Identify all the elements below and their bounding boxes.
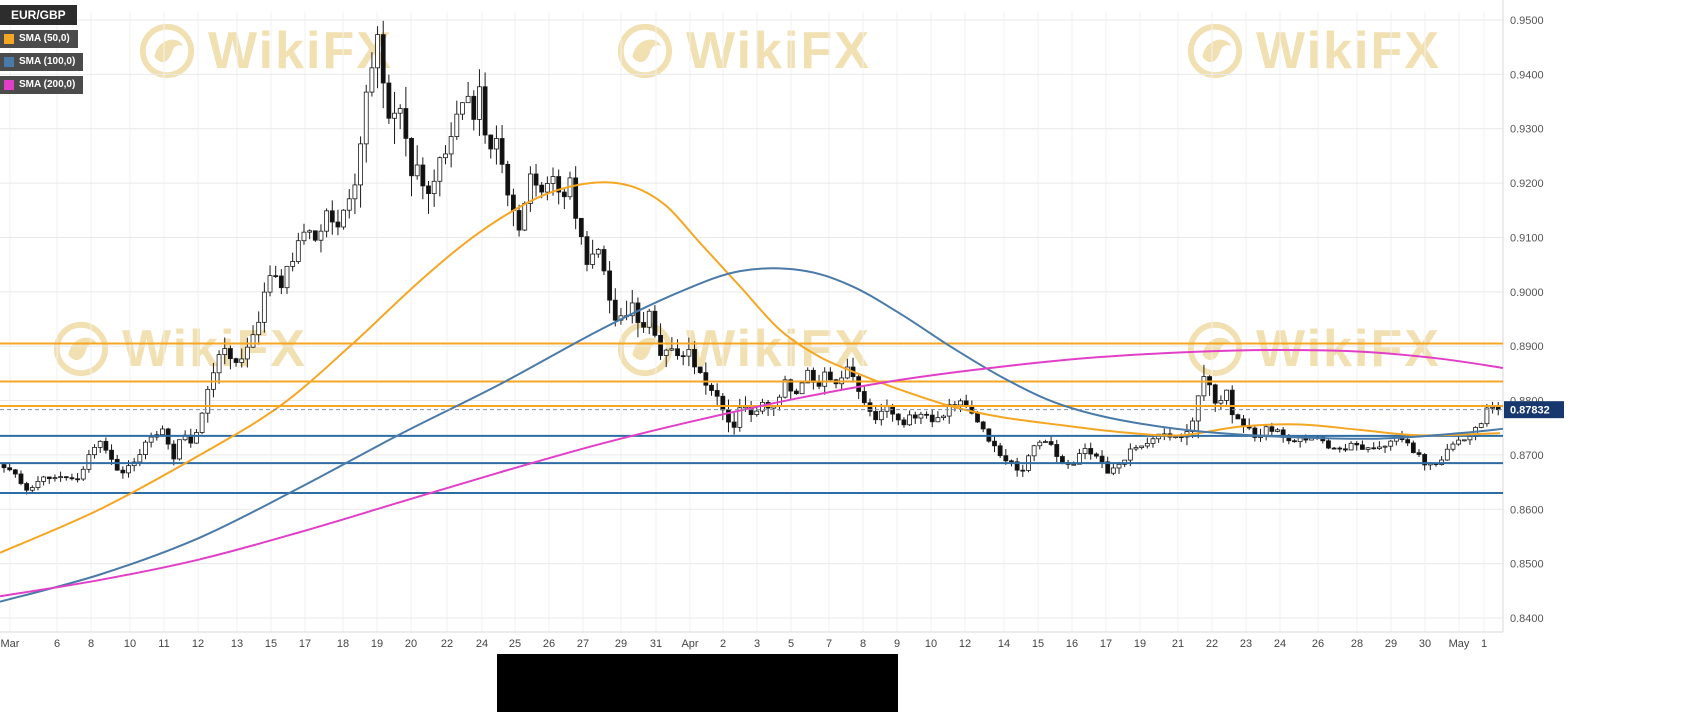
current-price-tag: 0.87832 bbox=[1504, 401, 1564, 419]
svg-text:May: May bbox=[1449, 638, 1470, 650]
legend-sma100-label: SMA (100,0) bbox=[19, 56, 76, 67]
y-axis-labels: 0.9500 0.9400 0.9300 0.9200 0.9100 0.9000 0.89… bbox=[1510, 15, 1544, 625]
wikifx-watermark: WikiFX bbox=[616, 22, 871, 80]
svg-text:0.8600: 0.8600 bbox=[1510, 504, 1544, 516]
sma50-color-chip bbox=[4, 34, 14, 44]
svg-text:22: 22 bbox=[1206, 638, 1218, 650]
svg-text:0.8900: 0.8900 bbox=[1510, 341, 1544, 353]
svg-text:9: 9 bbox=[894, 638, 900, 650]
svg-text:7: 7 bbox=[826, 638, 832, 650]
svg-text:0.9500: 0.9500 bbox=[1510, 15, 1544, 27]
sma100-color-chip bbox=[4, 57, 14, 67]
legend-item-sma200[interactable]: SMA (200,0) bbox=[0, 76, 84, 94]
svg-text:5: 5 bbox=[788, 638, 794, 650]
svg-text:8: 8 bbox=[88, 638, 94, 650]
svg-text:26: 26 bbox=[1312, 638, 1324, 650]
svg-text:3: 3 bbox=[754, 638, 760, 650]
legend-item-sma100[interactable]: SMA (100,0) bbox=[0, 53, 84, 71]
wikifx-watermark-text: WikiFX bbox=[686, 22, 871, 80]
svg-text:30: 30 bbox=[1419, 638, 1431, 650]
legend-sma50-label: SMA (50,0) bbox=[19, 33, 70, 44]
svg-text:19: 19 bbox=[1134, 638, 1146, 650]
svg-text:26: 26 bbox=[543, 638, 555, 650]
svg-text:24: 24 bbox=[476, 638, 488, 650]
svg-text:8: 8 bbox=[860, 638, 866, 650]
svg-text:16: 16 bbox=[1066, 638, 1078, 650]
bottom-black-bar bbox=[497, 654, 898, 712]
grid-lines bbox=[0, 0, 1504, 633]
svg-text:0.9200: 0.9200 bbox=[1510, 178, 1544, 190]
sma-line-50 bbox=[0, 181, 1501, 554]
svg-text:10: 10 bbox=[925, 638, 937, 650]
svg-text:22: 22 bbox=[441, 638, 453, 650]
wikifx-logo-icon bbox=[139, 23, 195, 79]
svg-text:13: 13 bbox=[231, 638, 243, 650]
wikifx-watermark-text: WikiFX bbox=[1256, 22, 1441, 80]
svg-text:0.9400: 0.9400 bbox=[1510, 69, 1544, 81]
svg-text:0.9000: 0.9000 bbox=[1510, 287, 1544, 299]
candles bbox=[1, 20, 1501, 495]
svg-text:0.8700: 0.8700 bbox=[1510, 450, 1544, 462]
svg-text:Mar: Mar bbox=[1, 638, 20, 650]
svg-text:18: 18 bbox=[337, 638, 349, 650]
svg-text:27: 27 bbox=[577, 638, 589, 650]
svg-text:0.9300: 0.9300 bbox=[1510, 124, 1544, 136]
svg-text:0.8400: 0.8400 bbox=[1510, 613, 1544, 625]
legend-item-sma50[interactable]: SMA (50,0) bbox=[0, 30, 78, 48]
wikifx-watermark: WikiFX bbox=[138, 22, 393, 80]
svg-text:23: 23 bbox=[1240, 638, 1252, 650]
svg-text:1: 1 bbox=[1481, 638, 1487, 650]
svg-text:0.87832: 0.87832 bbox=[1510, 405, 1550, 417]
svg-text:0.8500: 0.8500 bbox=[1510, 559, 1544, 571]
sma200-color-chip bbox=[4, 80, 14, 90]
svg-text:2: 2 bbox=[720, 638, 726, 650]
svg-text:6: 6 bbox=[54, 638, 60, 650]
svg-text:29: 29 bbox=[615, 638, 627, 650]
svg-text:31: 31 bbox=[650, 638, 662, 650]
svg-text:11: 11 bbox=[158, 638, 169, 650]
svg-text:29: 29 bbox=[1385, 638, 1397, 650]
svg-text:15: 15 bbox=[1032, 638, 1044, 650]
svg-text:17: 17 bbox=[299, 638, 311, 650]
svg-text:21: 21 bbox=[1172, 638, 1184, 650]
wikifx-watermark: WikiFX bbox=[1186, 22, 1441, 80]
wikifx-watermark-text: WikiFX bbox=[208, 22, 393, 80]
svg-text:17: 17 bbox=[1100, 638, 1112, 650]
price-chart[interactable]: 0.9500 0.9400 0.9300 0.9200 0.9100 0.9000 0.89… bbox=[0, 0, 1707, 654]
svg-text:24: 24 bbox=[1274, 638, 1286, 650]
svg-text:12: 12 bbox=[959, 638, 971, 650]
svg-text:28: 28 bbox=[1351, 638, 1363, 650]
sma-line-200 bbox=[0, 348, 1504, 598]
svg-text:0.9100: 0.9100 bbox=[1510, 232, 1544, 244]
x-axis-labels: Mar 6 8 10 11 12 13 15 17 18 19 20 22 24 25 26 27 29 31 Apr… bbox=[1, 638, 1488, 650]
svg-text:20: 20 bbox=[405, 638, 417, 650]
svg-text:25: 25 bbox=[509, 638, 521, 650]
svg-text:10: 10 bbox=[124, 638, 136, 650]
chart-legend: EUR/GBP SMA (50,0) SMA (100,0) SMA (200,… bbox=[0, 5, 84, 94]
legend-sma200-label: SMA (200,0) bbox=[19, 79, 76, 90]
svg-text:12: 12 bbox=[192, 638, 204, 650]
svg-text:19: 19 bbox=[371, 638, 383, 650]
wikifx-logo-icon bbox=[1187, 23, 1243, 79]
symbol-badge: EUR/GBP bbox=[0, 5, 77, 25]
svg-text:14: 14 bbox=[998, 638, 1010, 650]
svg-text:Apr: Apr bbox=[681, 638, 698, 650]
sma-line-100 bbox=[0, 267, 1504, 603]
svg-text:15: 15 bbox=[265, 638, 277, 650]
